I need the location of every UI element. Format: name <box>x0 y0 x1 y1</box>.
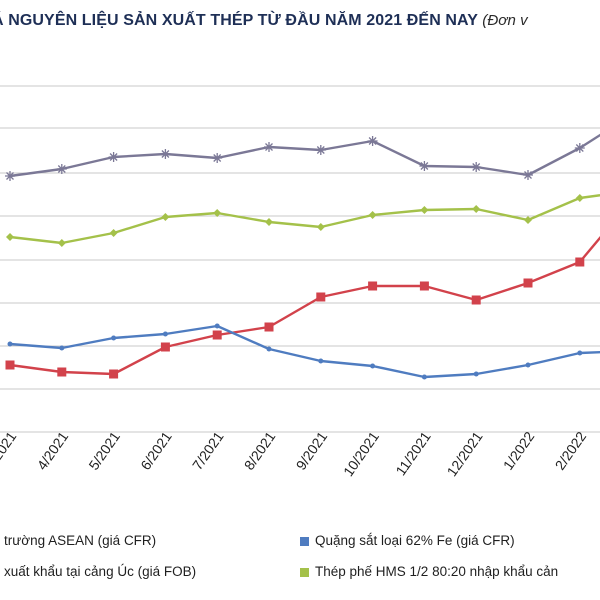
data-point <box>212 153 223 163</box>
data-point <box>419 281 429 291</box>
data-point <box>5 360 15 370</box>
x-tick-label: 2/2022 <box>552 428 590 472</box>
data-point <box>214 323 220 329</box>
data-point <box>318 358 324 364</box>
legend-item: Thép phế HMS 1/2 80:20 nhập khẩu cản <box>300 564 558 579</box>
data-point <box>471 162 482 172</box>
data-point <box>472 205 481 213</box>
data-point <box>59 345 65 351</box>
data-point <box>575 194 584 202</box>
series-0 <box>5 133 600 181</box>
x-tick-label: /2021 <box>0 428 20 466</box>
x-tick-label: 12/2021 <box>444 428 486 479</box>
data-point <box>160 342 170 352</box>
data-point <box>370 363 376 369</box>
x-tick-label: 9/2021 <box>293 428 331 472</box>
data-point <box>212 330 222 340</box>
data-point <box>523 278 533 288</box>
data-point <box>368 281 378 291</box>
legend-item: xuất khẩu tại cảng Úc (giá FOB) <box>4 564 196 579</box>
chart-unit-note: (Đơn v <box>482 12 528 29</box>
data-point <box>213 209 222 217</box>
data-point <box>7 341 13 347</box>
legend-item: Quặng sắt loại 62% Fe (giá CFR) <box>300 533 515 548</box>
data-point <box>315 145 326 155</box>
data-point <box>161 213 170 221</box>
grid-lines <box>0 85 600 433</box>
data-point <box>6 233 14 241</box>
data-point <box>56 164 67 174</box>
data-point <box>525 362 531 368</box>
chart-title-text: Á NGUYÊN LIỆU SẢN XUẤT THÉP TỪ ĐẦU NĂM 2… <box>0 12 478 29</box>
series-line <box>9 194 600 245</box>
chart-title-bar: Á NGUYÊN LIỆU SẢN XUẤT THÉP TỪ ĐẦU NĂM 2… <box>0 0 600 44</box>
x-tick-label: 7/2021 <box>189 428 227 472</box>
series-1 <box>6 194 600 247</box>
data-point <box>473 371 479 377</box>
data-point <box>577 350 583 356</box>
series-line <box>9 133 600 178</box>
series-line <box>9 324 600 379</box>
x-tick-label: 1/2022 <box>500 428 538 472</box>
legend-swatch <box>300 567 309 577</box>
data-point <box>575 257 585 267</box>
data-point <box>265 218 273 226</box>
data-point <box>420 206 429 214</box>
data-point <box>471 295 481 305</box>
data-point <box>5 171 15 181</box>
data-point <box>574 143 585 153</box>
x-tick-label: 4/2021 <box>34 428 72 472</box>
data-point <box>108 152 119 162</box>
x-tick-label: 10/2021 <box>340 428 382 479</box>
data-point <box>524 216 532 224</box>
data-point <box>109 229 118 237</box>
legend-swatch <box>300 536 309 546</box>
series-2 <box>5 235 600 379</box>
x-tick-label: 11/2021 <box>392 428 434 478</box>
data-point <box>421 374 427 380</box>
x-tick-label: 5/2021 <box>85 428 123 472</box>
data-point <box>111 335 117 341</box>
series-layer <box>5 133 600 380</box>
data-point <box>162 331 168 337</box>
legend-label: Thép phế HMS 1/2 80:20 nhập khẩu cản <box>315 564 559 579</box>
data-point <box>419 161 430 171</box>
x-tick-label: 8/2021 <box>241 428 279 472</box>
legend-item: trường ASEAN (giá CFR) <box>4 533 156 548</box>
legend-label: xuất khẩu tại cảng Úc (giá FOB) <box>4 564 197 579</box>
series-3 <box>7 323 600 380</box>
data-point <box>264 322 274 332</box>
x-tick-label: 6/2021 <box>137 428 175 472</box>
legend-label: trường ASEAN (giá CFR) <box>4 533 157 548</box>
x-axis-ticks: /2021 4/2021 5/2021 6/2021 7/2021 8/2021 9/202… <box>0 428 590 479</box>
chart-title: Á NGUYÊN LIỆU SẢN XUẤT THÉP TỪ ĐẦU NĂM 2… <box>0 12 528 30</box>
legend-label: Quặng sắt loại 62% Fe (giá CFR) <box>315 533 515 548</box>
data-point <box>160 149 171 159</box>
data-point <box>266 346 272 352</box>
data-point <box>109 369 119 379</box>
data-point <box>57 239 66 247</box>
data-point <box>57 367 67 377</box>
data-point <box>523 170 533 180</box>
data-point <box>264 142 274 152</box>
data-point <box>367 136 378 146</box>
data-point <box>316 292 326 302</box>
data-point <box>316 223 325 231</box>
data-point <box>368 211 377 219</box>
